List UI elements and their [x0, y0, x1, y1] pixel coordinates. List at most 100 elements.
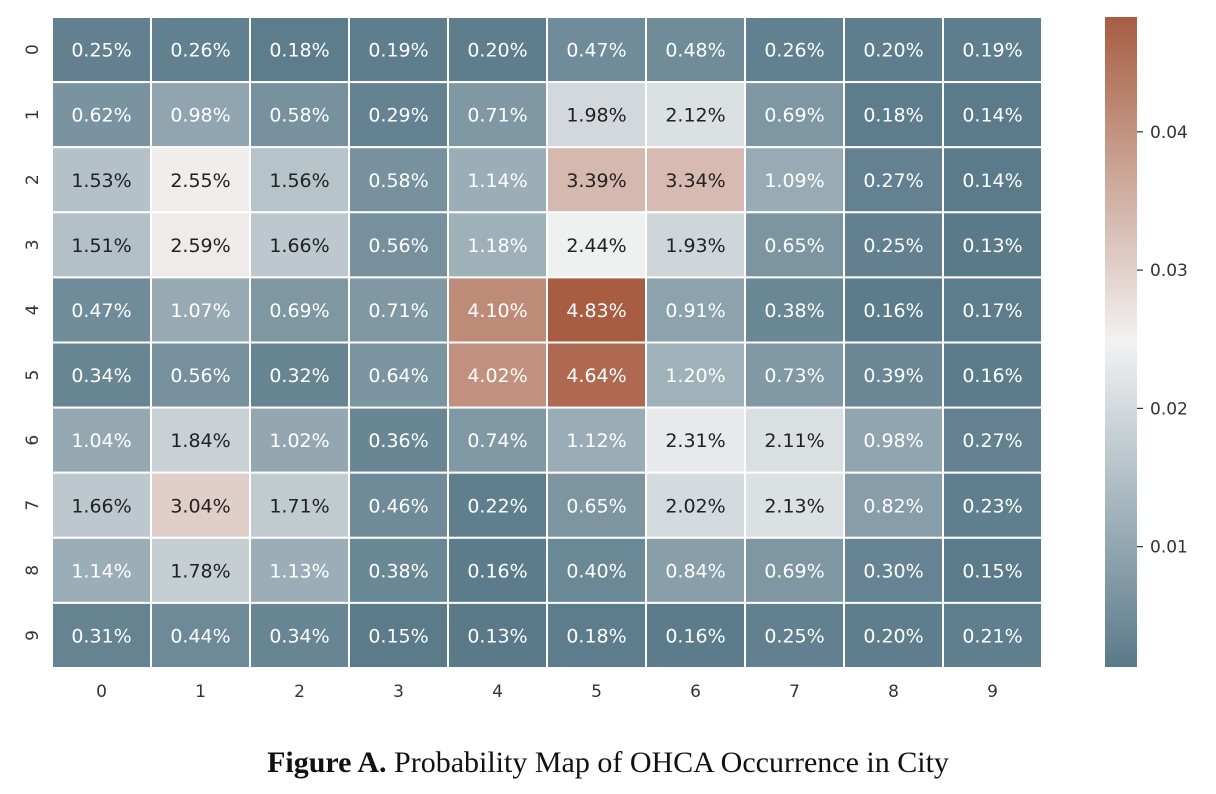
- heatmap-cell: [546, 471, 647, 539]
- heatmap-cell: [744, 601, 845, 670]
- heatmap-cell: [645, 536, 746, 604]
- cell-label: 1.66%: [71, 495, 131, 517]
- caption-prefix: Figure A.: [267, 746, 387, 779]
- heatmap-cell: [150, 16, 251, 84]
- cell-label: 0.38%: [368, 560, 428, 582]
- cell-label: 0.14%: [962, 170, 1022, 192]
- heatmap-cell: [744, 146, 845, 214]
- cell-label: 0.13%: [962, 235, 1022, 257]
- heatmap-cell: [150, 146, 251, 214]
- cell-label: 0.74%: [467, 430, 527, 452]
- heatmap-cell: [645, 146, 746, 214]
- y-tick-label: 1: [23, 109, 43, 120]
- cell-label: 1.66%: [269, 235, 329, 257]
- cell-label: 0.26%: [170, 40, 230, 62]
- heatmap-cell: [447, 601, 548, 670]
- heatmap-cell-labels: 0.25% 0.26% 0.18% 0.19% 0.20% 0.47% 0.48% 0.26%…: [71, 40, 1022, 648]
- cell-label: 0.38%: [764, 300, 824, 322]
- heatmap-cell: [150, 601, 251, 670]
- cell-label: 1.14%: [467, 170, 527, 192]
- cell-label: 3.34%: [665, 170, 725, 192]
- heatmap-cell: [249, 601, 350, 670]
- heatmap-cell: [150, 536, 251, 604]
- heatmap-cell: [843, 536, 944, 604]
- cell-label: 0.29%: [368, 105, 428, 127]
- heatmap-cell: [942, 471, 1043, 539]
- cell-label: 0.19%: [962, 40, 1022, 62]
- cell-label: 0.36%: [368, 430, 428, 452]
- heatmap-cell: [546, 16, 647, 84]
- cell-label: 0.19%: [368, 40, 428, 62]
- cell-label: 0.25%: [764, 625, 824, 647]
- cell-label: 0.22%: [467, 495, 527, 517]
- cell-label: 4.83%: [566, 300, 626, 322]
- colorbar-tick-label: 0.01: [1150, 538, 1188, 558]
- cell-label: 0.16%: [467, 560, 527, 582]
- heatmap-cell: [843, 81, 944, 149]
- heatmap-cell: [942, 406, 1043, 474]
- heatmap-cell: [843, 471, 944, 539]
- x-tick-label: 8: [888, 682, 899, 702]
- heatmap-cells: [51, 16, 1043, 670]
- cell-label: 0.62%: [71, 105, 131, 127]
- cell-label: 0.23%: [962, 495, 1022, 517]
- heatmap-cell: [51, 146, 152, 214]
- cell-label: 0.20%: [863, 625, 923, 647]
- colorbar-tick-label: 0.04: [1150, 123, 1188, 143]
- cell-label: 0.16%: [962, 365, 1022, 387]
- cell-label: 0.69%: [764, 105, 824, 127]
- cell-label: 1.51%: [71, 235, 131, 257]
- cell-label: 0.20%: [467, 40, 527, 62]
- cell-label: 0.69%: [269, 300, 329, 322]
- x-tick-label: 0: [96, 682, 107, 702]
- cell-label: 1.04%: [71, 430, 131, 452]
- cell-label: 0.64%: [368, 365, 428, 387]
- cell-label: 0.84%: [665, 560, 725, 582]
- cell-label: 0.69%: [764, 560, 824, 582]
- cell-label: 0.15%: [962, 560, 1022, 582]
- cell-label: 1.07%: [170, 300, 230, 322]
- heatmap-cell: [447, 276, 548, 344]
- heatmap-cell: [645, 81, 746, 149]
- heatmap-cell: [942, 81, 1043, 149]
- heatmap-cell: [843, 276, 944, 344]
- heatmap-cell: [348, 406, 449, 474]
- heatmap-cell: [645, 406, 746, 474]
- cell-label: 0.46%: [368, 495, 428, 517]
- cell-label: 0.31%: [71, 625, 131, 647]
- cell-label: 0.34%: [71, 365, 131, 387]
- cell-label: 0.18%: [269, 40, 329, 62]
- cell-label: 0.58%: [368, 170, 428, 192]
- heatmap-cell: [942, 146, 1043, 214]
- heatmap-cell: [942, 211, 1043, 279]
- cell-label: 0.34%: [269, 625, 329, 647]
- heatmap-cell: [348, 601, 449, 670]
- cell-label: 0.27%: [863, 170, 923, 192]
- cell-label: 0.47%: [566, 40, 626, 62]
- heatmap-cell: [645, 211, 746, 279]
- heatmap-cell: [546, 81, 647, 149]
- cell-label: 0.32%: [269, 365, 329, 387]
- cell-label: 0.25%: [863, 235, 923, 257]
- cell-label: 1.71%: [269, 495, 329, 517]
- heatmap-cell: [348, 471, 449, 539]
- cell-label: 1.02%: [269, 430, 329, 452]
- heatmap-cell: [51, 601, 152, 670]
- cell-label: 0.16%: [863, 300, 923, 322]
- heatmap-cell: [546, 211, 647, 279]
- cell-label: 0.56%: [368, 235, 428, 257]
- cell-label: 0.98%: [170, 105, 230, 127]
- cell-label: 1.13%: [269, 560, 329, 582]
- x-tick-label: 2: [294, 682, 305, 702]
- cell-label: 0.13%: [467, 625, 527, 647]
- cell-label: 0.15%: [368, 625, 428, 647]
- heatmap-cell: [546, 341, 647, 409]
- heatmap-cell: [843, 341, 944, 409]
- heatmap-cell: [942, 276, 1043, 344]
- cell-label: 0.58%: [269, 105, 329, 127]
- heatmap-chart: 0.25% 0.26% 0.18% 0.19% 0.20% 0.47% 0.48% 0.26%…: [23, 16, 1188, 702]
- heatmap-cell: [150, 471, 251, 539]
- x-tick-label: 9: [987, 682, 998, 702]
- heatmap-cell: [744, 471, 845, 539]
- cell-label: 0.91%: [665, 300, 725, 322]
